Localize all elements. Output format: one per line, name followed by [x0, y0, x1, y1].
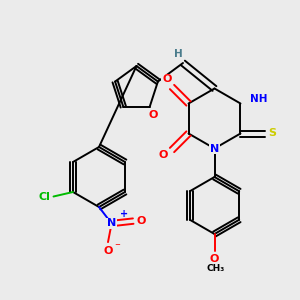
Text: CH₃: CH₃: [206, 264, 224, 273]
Text: Cl: Cl: [39, 191, 50, 202]
Text: O: O: [148, 110, 158, 120]
Text: +: +: [120, 209, 128, 219]
Text: O: O: [137, 216, 146, 226]
Text: O: O: [210, 254, 219, 264]
Text: S: S: [268, 128, 277, 139]
Text: O: O: [103, 245, 113, 256]
Text: N: N: [107, 218, 116, 229]
Text: NH: NH: [250, 94, 268, 104]
Text: H: H: [174, 49, 183, 59]
Text: O: O: [159, 149, 168, 160]
Text: ⁻: ⁻: [115, 242, 121, 253]
Text: N: N: [210, 143, 219, 154]
Text: O: O: [162, 74, 172, 85]
